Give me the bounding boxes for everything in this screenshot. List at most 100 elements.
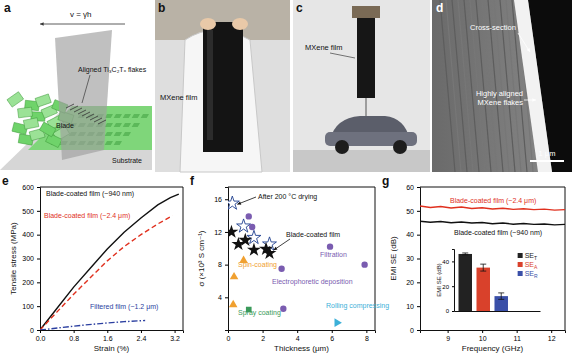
- arrow: [518, 33, 530, 52]
- series-label: Blade-coated film (~940 nm): [454, 229, 542, 237]
- axis-title: σ (×10³ S cm⁻¹): [197, 230, 206, 286]
- tick-label: 0: [30, 327, 34, 334]
- axis-line: [41, 331, 184, 334]
- tick-mark: [37, 306, 40, 307]
- tick-mark: [417, 306, 420, 307]
- error-bar: [480, 264, 486, 271]
- tick-label: 1.6: [103, 335, 113, 342]
- label: Aligned Ti₃C₂Tₓ flakes: [78, 66, 147, 74]
- axis: 02040: [442, 250, 454, 315]
- tick-label: 20: [442, 284, 449, 290]
- tick: 9: [446, 330, 450, 342]
- tick-label: 2.4: [137, 335, 147, 342]
- tick-mark: [452, 261, 454, 262]
- axis-line: [452, 250, 455, 312]
- axis-title: Frequency (GHz): [462, 344, 524, 353]
- tick-mark: [225, 265, 228, 266]
- tick-label: 0.0: [36, 335, 46, 342]
- tick-mark: [37, 211, 40, 212]
- panel-label: d: [436, 1, 443, 15]
- tick-label: 8: [365, 335, 369, 342]
- label: Substrate: [112, 157, 142, 164]
- plot-area: [458, 253, 507, 311]
- series-line: [420, 206, 565, 210]
- series-line: [420, 221, 565, 225]
- series-line: [40, 320, 145, 330]
- figure: av = γ̇hAligned Ti₃C₂Tₓ flakesBladeSubst…: [0, 0, 572, 362]
- tick-label: 10: [479, 335, 487, 342]
- tick-mark: [37, 187, 40, 188]
- tick: 200: [22, 279, 40, 286]
- axis-title: Tensile stress (MPa): [9, 222, 18, 295]
- tick: 12: [214, 229, 228, 236]
- tick: 50: [406, 208, 420, 215]
- tick: 1.6: [103, 330, 113, 342]
- tick-mark: [175, 330, 176, 333]
- tick-mark: [452, 311, 454, 312]
- tick: 600: [22, 184, 40, 191]
- tick-label: 8: [218, 261, 222, 268]
- tick-label: 4: [218, 294, 222, 301]
- tick: 4: [218, 294, 228, 301]
- tick-mark: [107, 330, 108, 333]
- tick: 40: [406, 231, 420, 238]
- tick-label: 500: [22, 208, 34, 215]
- point: [230, 272, 239, 279]
- tick-mark: [448, 330, 449, 333]
- point: [334, 318, 341, 327]
- tick-mark: [332, 330, 333, 333]
- tick: 8: [365, 330, 369, 342]
- inset-chart: 02040EMI SE (dB)SETSEASER: [436, 250, 541, 315]
- legend-entry: SEA: [518, 261, 538, 270]
- tick-label: 0: [446, 308, 450, 314]
- panel-label: b: [158, 1, 165, 15]
- tick-mark: [225, 199, 228, 200]
- tick-mark: [452, 286, 454, 287]
- point: [228, 196, 239, 209]
- tick-label: 6: [330, 335, 334, 342]
- tick-mark: [366, 330, 367, 333]
- tick: 0: [410, 327, 420, 334]
- tick-mark: [417, 330, 420, 331]
- axis: 0102030405060: [406, 184, 420, 334]
- legend-label: SER: [525, 270, 538, 279]
- point: [247, 230, 261, 243]
- tick: 30: [406, 255, 420, 262]
- point: [280, 306, 286, 312]
- tick: 6: [330, 330, 334, 342]
- tick: 10: [479, 330, 487, 342]
- charts: 0.00.81.62.43.20100200300400500600Strain…: [2, 174, 566, 353]
- tick-label: 16: [214, 196, 222, 203]
- point: [361, 261, 367, 267]
- axis-line: [417, 188, 421, 331]
- axis: 0100200300400500600: [22, 184, 40, 334]
- tick: 3.2: [170, 330, 180, 342]
- frame: [40, 187, 183, 188]
- tick-label: 60: [406, 184, 414, 191]
- panel-c: cMXene film: [293, 0, 430, 172]
- tick: 300: [22, 255, 40, 262]
- tick-label: 2: [261, 335, 265, 342]
- point: [237, 219, 251, 232]
- panel-label: c: [296, 1, 303, 15]
- tick: 0: [30, 327, 40, 334]
- axis-line: [455, 311, 541, 312]
- tick: 8: [218, 261, 228, 268]
- point: [263, 246, 277, 259]
- tick-label: 4: [296, 335, 300, 342]
- bar: [476, 268, 489, 311]
- tick-label: 200: [22, 279, 34, 286]
- axis-title: Thickness (μm): [274, 344, 329, 353]
- tick: 20: [406, 279, 420, 286]
- tick-label: 30: [406, 255, 414, 262]
- label: Blade: [56, 122, 74, 129]
- plot-area: [420, 206, 565, 225]
- frame: [565, 187, 566, 330]
- axis: [455, 311, 541, 312]
- tick-label: 0: [227, 335, 231, 342]
- panel-label: a: [4, 1, 11, 15]
- tick-mark: [417, 211, 420, 212]
- tick-mark: [417, 282, 420, 283]
- tick-label: 50: [406, 208, 414, 215]
- tick: 0: [227, 330, 231, 342]
